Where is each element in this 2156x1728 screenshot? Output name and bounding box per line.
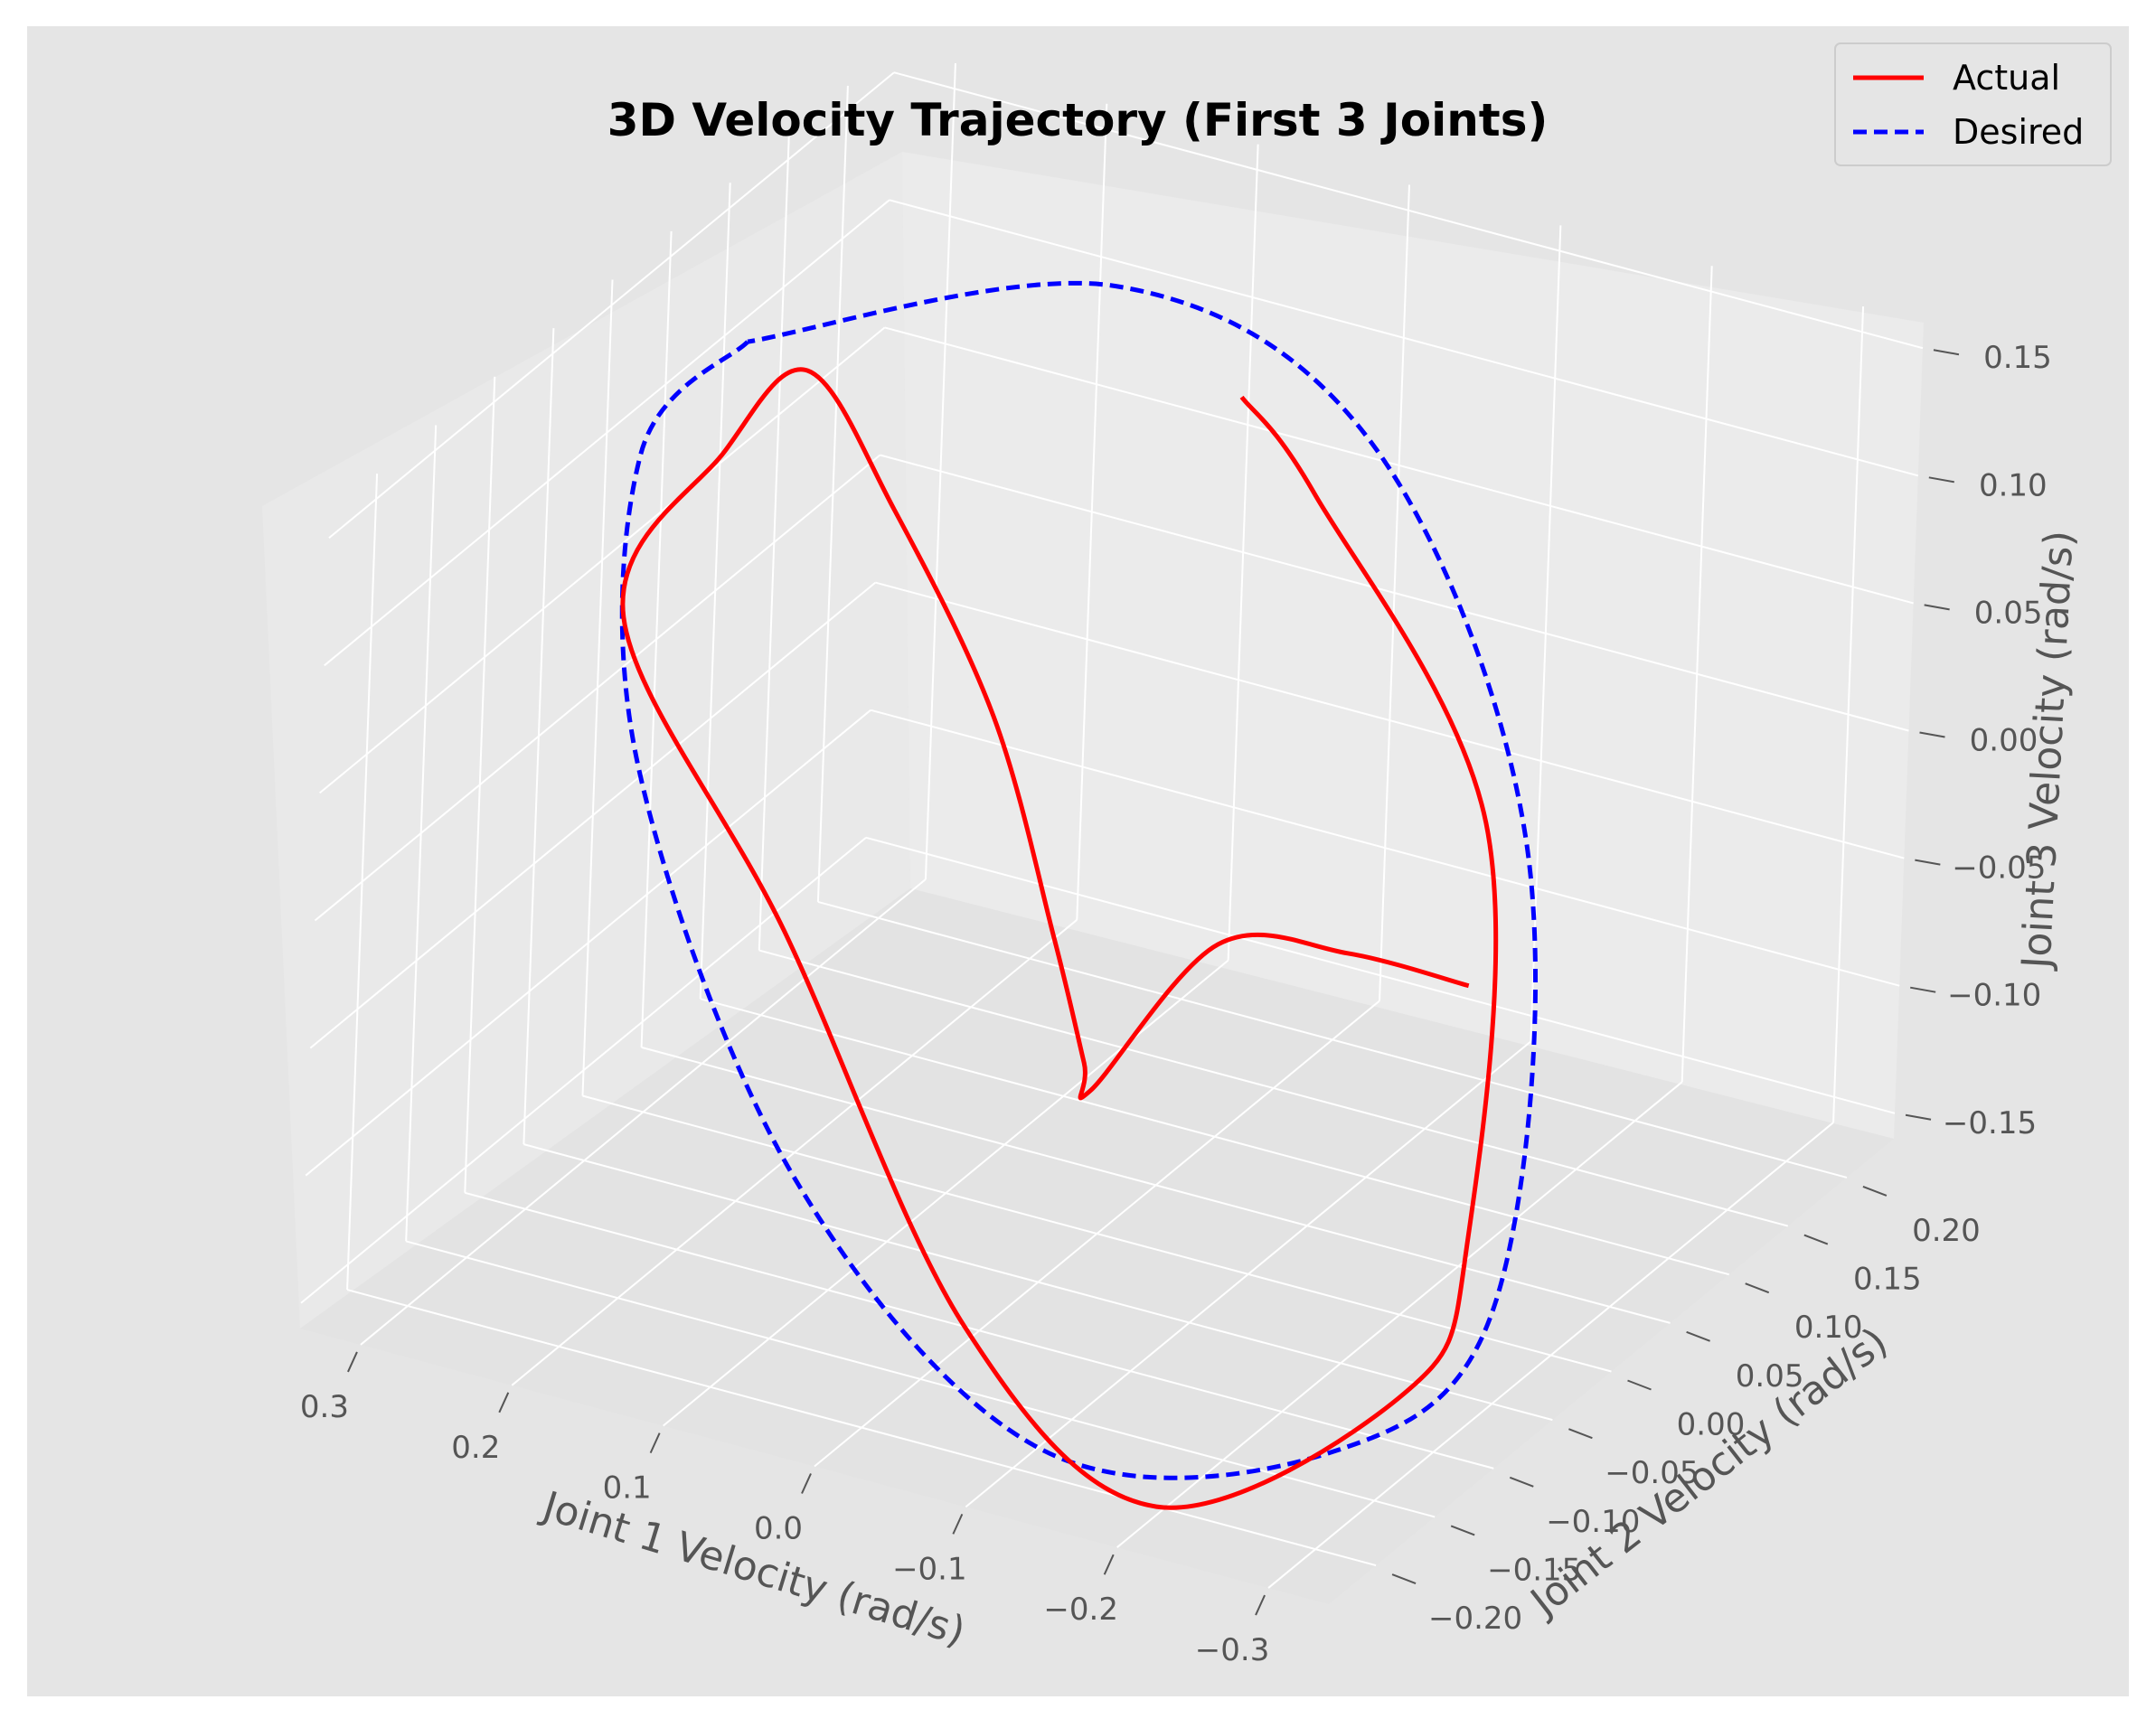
grid-line-z — [314, 454, 881, 922]
legend-box — [1834, 42, 2112, 166]
y-tick — [1862, 1185, 1888, 1197]
y-tick-label: 0.10 — [1794, 1310, 1863, 1346]
x-tick — [1103, 1554, 1115, 1575]
x-tick-label: −0.2 — [1043, 1592, 1118, 1628]
y-tick — [1627, 1379, 1652, 1391]
axis-ticks — [347, 349, 1960, 1616]
grid-line-y — [405, 1240, 1436, 1518]
z-tick-label: −0.10 — [1947, 978, 2041, 1014]
grid-line-z — [880, 454, 1909, 732]
grid-line-z — [893, 71, 1924, 350]
grid-lines — [300, 62, 1924, 1589]
grid-line-z — [884, 326, 1914, 605]
chart-title: 3D Velocity Trajectory (First 3 Joints) — [607, 94, 1549, 146]
grid-line-z — [889, 199, 1919, 477]
grid-line-z — [328, 71, 895, 539]
x-tick — [649, 1432, 661, 1454]
y-tick — [1450, 1525, 1475, 1536]
z-tick-label: 0.10 — [1979, 467, 2048, 503]
y-tick-label: 0.20 — [1912, 1213, 1981, 1249]
x-tick-label: 0.2 — [451, 1430, 500, 1466]
y-tick-label: −0.15 — [1487, 1552, 1581, 1588]
y-tick-label: −0.20 — [1428, 1601, 1522, 1637]
x-tick — [801, 1473, 812, 1494]
y-tick — [1568, 1428, 1593, 1440]
z-tick — [1915, 859, 1941, 866]
y-tick — [1509, 1476, 1534, 1488]
z-tick — [1928, 476, 1954, 484]
x-tick — [498, 1392, 510, 1413]
z-tick — [1910, 986, 1936, 993]
grid-line-z — [870, 709, 1900, 987]
x-tick — [952, 1513, 964, 1535]
y-tick-label: −0.10 — [1546, 1504, 1640, 1540]
data-series — [619, 280, 1538, 1510]
y-tick-label: 0.05 — [1736, 1358, 1804, 1395]
grid-line-y — [758, 949, 1789, 1227]
x-tick-label: 0.0 — [754, 1511, 803, 1547]
y-tick-label: −0.05 — [1605, 1455, 1699, 1491]
legend-actual-label: Actual — [1953, 58, 2060, 98]
x-tick-label: 0.3 — [300, 1389, 349, 1425]
z-tick — [1933, 349, 1960, 356]
legend-desired-label: Desired — [1953, 112, 2084, 152]
grid-line-z — [309, 581, 876, 1049]
grid-line-y — [346, 1289, 1377, 1567]
grid-line-y — [465, 1191, 1494, 1470]
grid-line-z — [319, 326, 886, 794]
y-tick-label: 0.00 — [1677, 1407, 1746, 1443]
series-actual-line — [620, 367, 1499, 1510]
z-tick-label: −0.05 — [1952, 850, 2046, 887]
x-tick-label: −0.3 — [1195, 1632, 1270, 1668]
grid-line-y — [700, 998, 1729, 1276]
z-tick-label: 0.15 — [1983, 340, 2052, 376]
grid-line-y — [641, 1046, 1671, 1324]
back-left-pane — [262, 152, 910, 1329]
series-desired-line — [619, 280, 1538, 1480]
x-tick-label: 0.1 — [603, 1470, 652, 1507]
grid-line-z — [305, 709, 871, 1177]
z-tick-label: 0.05 — [1974, 595, 2043, 631]
grid-line-z — [324, 199, 890, 667]
grid-line-z — [300, 837, 867, 1304]
y-tick — [1686, 1330, 1710, 1342]
y-tick-label: 0.15 — [1853, 1262, 1922, 1298]
z-tick — [1919, 731, 1945, 738]
x-tick — [347, 1351, 358, 1373]
grid-line-y — [817, 900, 1848, 1179]
back-right-pane — [902, 152, 1924, 1139]
z-tick — [1924, 604, 1950, 611]
z-tick — [1905, 1113, 1932, 1121]
grid-line-z — [875, 581, 1905, 859]
z-tick-label: −0.15 — [1943, 1105, 2037, 1141]
legend: Actual Desired — [1834, 42, 2112, 166]
y-tick — [1745, 1282, 1770, 1294]
y-tick — [1803, 1234, 1829, 1245]
grid-line-y — [523, 1143, 1553, 1422]
z-tick-label: 0.00 — [1970, 723, 2038, 759]
x-tick-label: −0.1 — [892, 1551, 967, 1587]
grid-line-z — [865, 836, 1896, 1114]
grid-line-y — [582, 1094, 1612, 1373]
tick-labels: −0.3 −0.2 −0.1 0.0 0.1 0.2 0.3 −0.20 −0.15 −0.10 −… — [300, 340, 2052, 1668]
x-tick — [1255, 1594, 1266, 1616]
y-tick — [1391, 1573, 1417, 1585]
